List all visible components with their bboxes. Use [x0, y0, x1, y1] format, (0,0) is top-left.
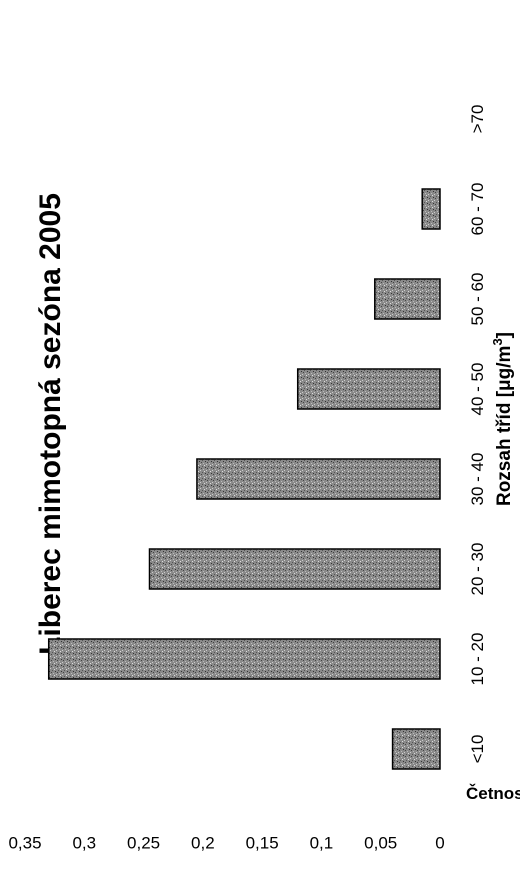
bar-5 [296, 368, 441, 410]
bars-group [47, 188, 441, 770]
y-tick-labels: 0 0,05 0,1 0,15 0,2 0,25 0,3 0,35 [8, 833, 444, 852]
bar-1 [391, 728, 441, 770]
y-tick-label: 0,1 [310, 833, 334, 852]
y-tick-label: 0,35 [8, 833, 41, 852]
x-tick-label: 60 - 70 [468, 183, 487, 236]
y-tick-label: 0 [435, 833, 444, 852]
x-tick-label: 20 - 30 [468, 543, 487, 596]
y-tick-label: 0,15 [246, 833, 279, 852]
chart-title: Liberec mimotopná sezóna 2005 [34, 193, 67, 655]
y-tick-label: 0,3 [72, 833, 96, 852]
x-axis-label: Rozsah tříd [μg/m3] [490, 332, 515, 506]
bar-2 [47, 638, 441, 680]
x-tick-labels: <10 10 - 20 20 - 30 30 - 40 40 - 50 50 - 60 60… [468, 105, 487, 764]
y-tick-label: 0,2 [191, 833, 215, 852]
bar-3 [148, 548, 441, 590]
x-tick-label: <10 [468, 735, 487, 764]
y-tick-label: 0,25 [127, 833, 160, 852]
x-tick-label: >70 [468, 105, 487, 134]
x-tick-label: 40 - 50 [468, 363, 487, 416]
x-tick-label: 10 - 20 [468, 633, 487, 686]
x-tick-label: 30 - 40 [468, 453, 487, 506]
bar-4 [196, 458, 441, 500]
bar-7 [421, 188, 441, 230]
y-tick-label: 0,05 [364, 833, 397, 852]
y-axis-label: Četnosti [466, 784, 520, 803]
bar-6 [374, 278, 441, 320]
x-tick-label: 50 - 60 [468, 273, 487, 326]
